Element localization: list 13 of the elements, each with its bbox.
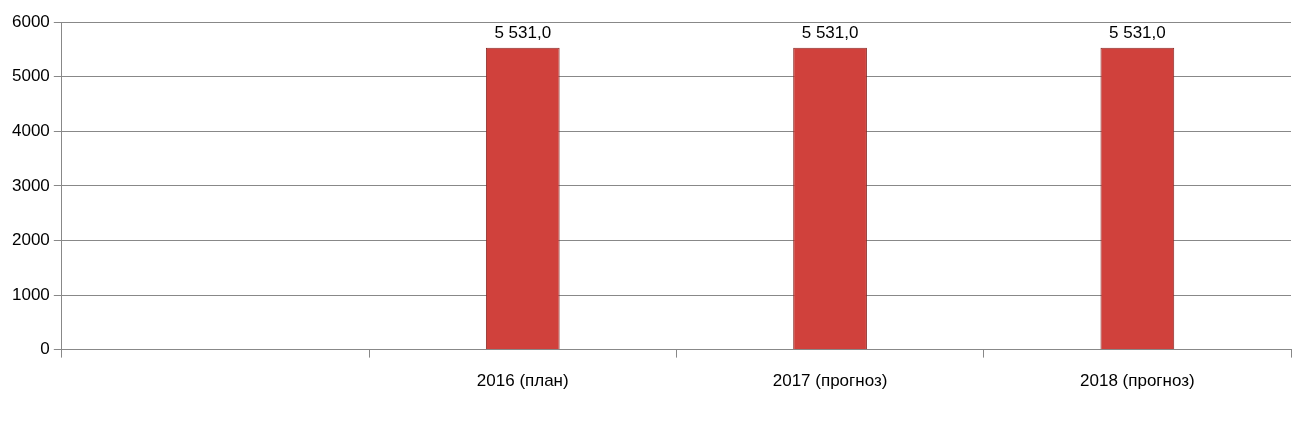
x-tick-label: 2017 (прогноз): [772, 371, 888, 391]
data-label: 5 531,0: [494, 22, 552, 42]
data-label: 5 531,0: [801, 22, 859, 42]
y-tick-label: 1000: [11, 284, 50, 304]
y-tick-label: 4000: [11, 121, 50, 141]
y-tick-label: 0: [40, 339, 50, 359]
y-tick-label: 3000: [11, 175, 50, 195]
y-tick-label: 5000: [11, 66, 50, 86]
data-label: 5 531,0: [1108, 22, 1166, 42]
y-tick-label: 6000: [11, 11, 50, 31]
y-tick-label: 2000: [11, 230, 50, 250]
x-tick-label: 2016 (план): [476, 371, 569, 391]
x-tick-label: 2018 (прогноз): [1080, 371, 1195, 391]
